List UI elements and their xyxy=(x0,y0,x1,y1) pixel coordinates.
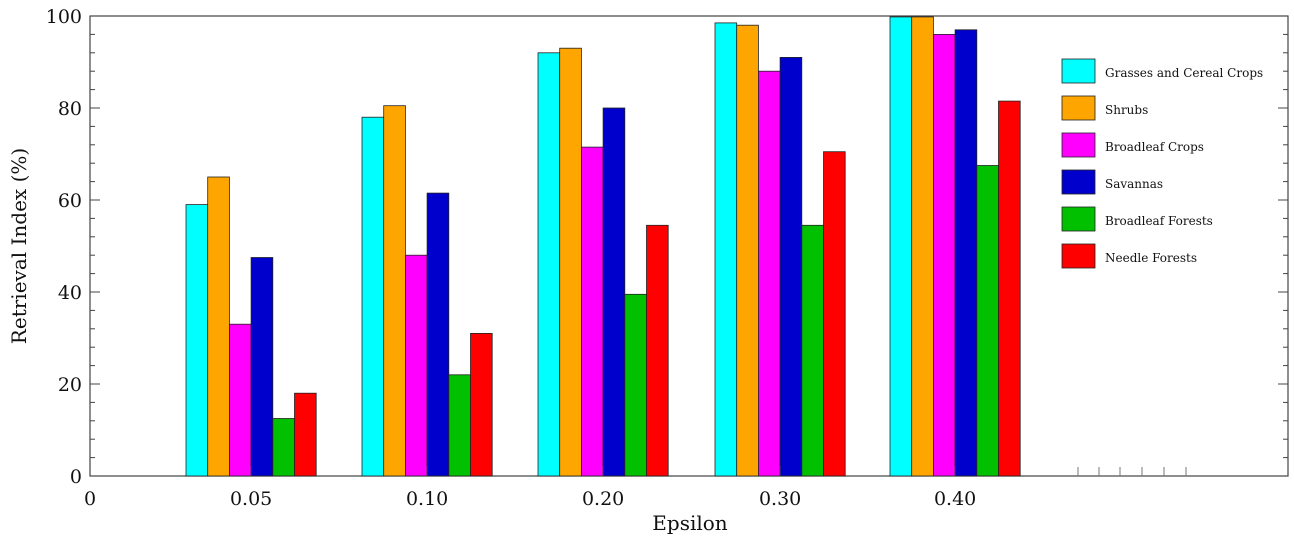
bar-needle-forests-0.10 xyxy=(470,332,493,477)
bar-broadleaf-crops-0.10 xyxy=(404,254,428,477)
legend-label: Needle Forests xyxy=(1105,251,1197,265)
legend-label: Broadleaf Crops xyxy=(1105,140,1204,154)
x-axis-title: Epsilon xyxy=(652,511,728,535)
x-tick-label: 0.40 xyxy=(934,488,976,510)
minor-tick-stubs xyxy=(1077,467,1187,476)
legend-swatch xyxy=(1061,95,1096,121)
legend-swatch xyxy=(1061,206,1096,232)
bar-savannas-0.05 xyxy=(250,257,274,477)
bar-broadleaf-forests-0.05 xyxy=(272,418,295,477)
bar-needle-forests-0.05 xyxy=(294,392,317,477)
legend-label: Savannas xyxy=(1105,177,1163,191)
bar-savannas-0.10 xyxy=(426,192,450,477)
bar-shrubs-0.20 xyxy=(559,47,582,477)
y-axis-title: Retrieval Index (%) xyxy=(7,148,31,344)
bar-broadleaf-crops-0.30 xyxy=(758,70,781,477)
bar-savannas-0.20 xyxy=(602,107,626,477)
bar-broadleaf-crops-0.40 xyxy=(933,34,956,477)
legend-swatch xyxy=(1061,169,1096,195)
y-tick-label: 40 xyxy=(58,282,82,304)
bar-series xyxy=(185,16,1021,477)
bar-shrubs-0.10 xyxy=(383,105,406,477)
y-tick-label: 80 xyxy=(58,98,82,120)
bar-broadleaf-forests-0.40 xyxy=(976,165,999,477)
y-tick-label: 20 xyxy=(58,374,82,396)
x-tick-label: 0.10 xyxy=(406,488,448,510)
y-tick-label: 60 xyxy=(58,190,82,212)
bar-grasses-and-cereal-crops-0.10 xyxy=(361,116,385,477)
bar-grasses-and-cereal-crops-0.30 xyxy=(714,22,738,477)
y-tick-label: 100 xyxy=(46,6,82,28)
legend-label: Grasses and Cereal Crops xyxy=(1105,66,1263,80)
x-origin-label: 0 xyxy=(84,488,96,510)
bar-needle-forests-0.20 xyxy=(646,224,669,477)
bar-needle-forests-0.30 xyxy=(823,151,846,477)
bar-broadleaf-crops-0.05 xyxy=(228,323,252,477)
bar-needle-forests-0.40 xyxy=(998,100,1021,477)
legend-label: Shrubs xyxy=(1105,103,1148,117)
bar-shrubs-0.30 xyxy=(736,24,759,477)
x-axis-tick-labels: 0.05 0.10 0.20 0.30 0.40 xyxy=(230,466,976,510)
x-tick-label: 0.05 xyxy=(230,488,272,510)
bar-savannas-0.40 xyxy=(954,29,978,477)
legend-label: Broadleaf Forests xyxy=(1105,214,1213,228)
bar-grasses-and-cereal-crops-0.05 xyxy=(185,204,209,477)
y-tick-label: 0 xyxy=(70,466,82,488)
bar-shrubs-0.40 xyxy=(911,16,934,477)
x-tick-label: 0.20 xyxy=(582,488,624,510)
legend-swatch xyxy=(1061,243,1096,269)
legend: Grasses and Cereal Crops Shrubs Broadleaf … xyxy=(1061,58,1263,269)
bar-savannas-0.30 xyxy=(779,57,803,477)
y-axis-ticks: 0 20 40 60 80 100 xyxy=(46,6,1288,488)
bar-shrubs-0.05 xyxy=(207,176,230,477)
bar-grasses-and-cereal-crops-0.20 xyxy=(537,52,561,477)
bar-broadleaf-crops-0.20 xyxy=(581,146,604,477)
bar-broadleaf-forests-0.30 xyxy=(801,224,824,477)
bar-broadleaf-forests-0.10 xyxy=(448,374,471,477)
legend-swatch xyxy=(1061,132,1096,158)
bar-grasses-and-cereal-crops-0.40 xyxy=(889,16,913,477)
x-tick-label: 0.30 xyxy=(759,488,801,510)
bar-broadleaf-forests-0.20 xyxy=(624,293,647,477)
legend-swatch xyxy=(1061,58,1096,84)
